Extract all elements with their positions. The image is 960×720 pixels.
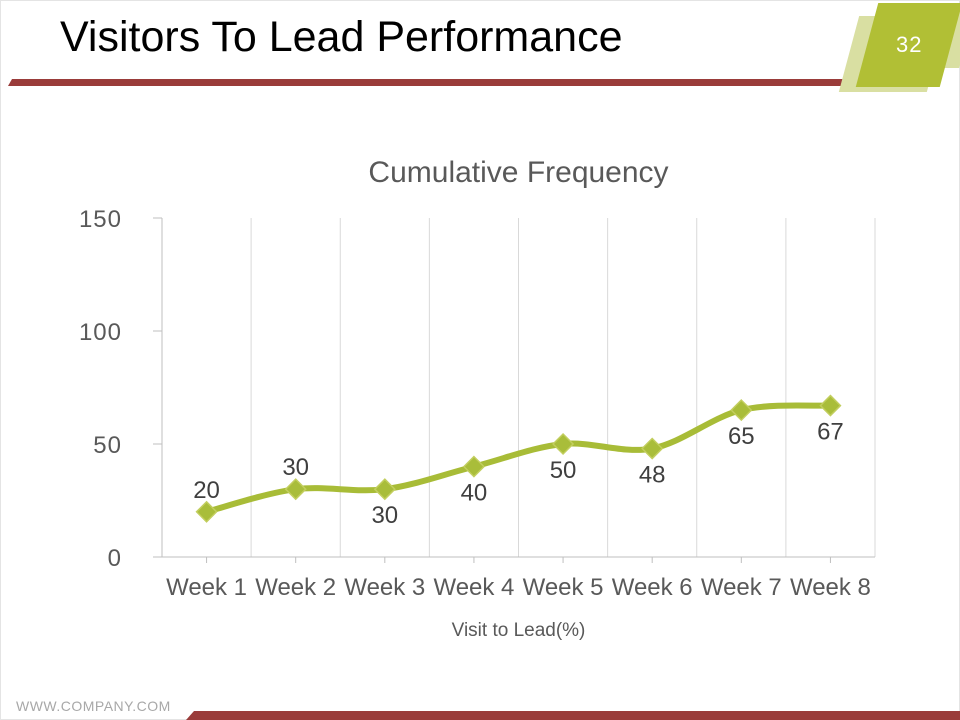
data-point-label: 50 bbox=[550, 457, 577, 484]
data-point-label: 30 bbox=[371, 502, 398, 529]
x-tick-label: Week 3 bbox=[344, 574, 425, 601]
x-tick-label: Week 8 bbox=[790, 574, 871, 601]
data-point-marker bbox=[730, 399, 753, 422]
data-point-label: 40 bbox=[461, 480, 488, 507]
data-point-label: 20 bbox=[193, 477, 220, 504]
x-tick-label: Week 4 bbox=[433, 574, 514, 601]
data-point-marker bbox=[641, 437, 664, 460]
page-number: 32 bbox=[895, 32, 923, 57]
data-point-marker bbox=[552, 432, 575, 456]
x-axis-caption: Visit to Lead(%) bbox=[452, 620, 586, 641]
series-line bbox=[203, 402, 834, 515]
data-point-marker bbox=[284, 478, 307, 501]
x-tick-label: Week 2 bbox=[255, 574, 336, 601]
footer-url: WWW.COMPANY.COM bbox=[16, 698, 171, 714]
y-tick-label: 0 bbox=[108, 545, 122, 572]
chart-title: Cumulative Frequency bbox=[368, 156, 668, 189]
data-point-marker bbox=[373, 478, 396, 501]
page-number-badge: 32 bbox=[838, 0, 960, 98]
data-point-marker bbox=[819, 394, 842, 417]
y-tick-label: 100 bbox=[79, 319, 122, 346]
slide-title: Visitors To Lead Performance bbox=[60, 13, 623, 61]
data-point-label: 65 bbox=[728, 423, 755, 450]
x-tick-label: Week 1 bbox=[166, 574, 247, 601]
x-tick-label: Week 5 bbox=[523, 574, 604, 601]
y-tick-label: 150 bbox=[79, 206, 122, 233]
x-tick-label: Week 6 bbox=[612, 574, 693, 601]
y-tick-label: 50 bbox=[93, 432, 122, 459]
data-point-label: 48 bbox=[639, 462, 666, 489]
data-point-marker bbox=[195, 500, 218, 523]
data-point-marker bbox=[462, 455, 485, 478]
cumulative-frequency-chart: Cumulative Frequency 0 50 100 150 Week 1 Week … bbox=[79, 156, 876, 641]
footer-bar bbox=[186, 711, 960, 720]
title-divider bbox=[8, 79, 846, 86]
x-tick-label: Week 7 bbox=[701, 574, 782, 601]
data-point-label: 67 bbox=[817, 419, 844, 446]
data-point-label: 30 bbox=[282, 454, 309, 481]
